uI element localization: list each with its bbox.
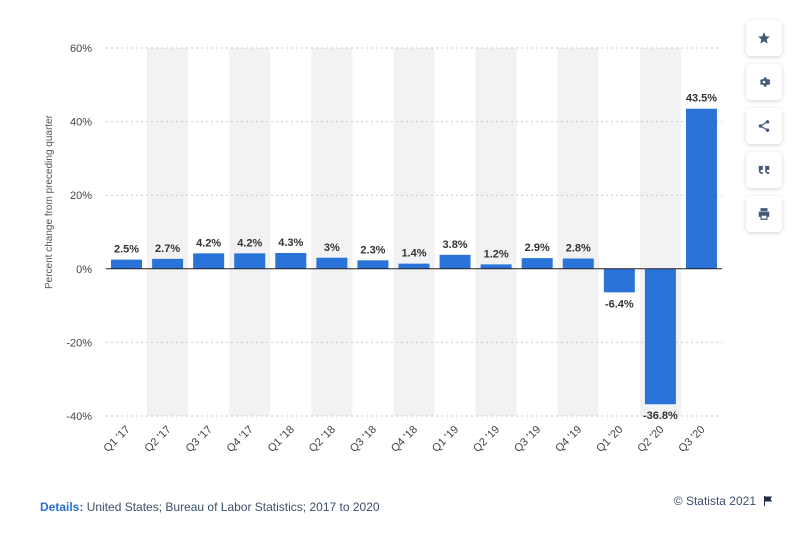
x-tick-label: Q3 '18 bbox=[348, 424, 379, 455]
column-band bbox=[557, 48, 599, 416]
flag-icon[interactable] bbox=[762, 495, 774, 507]
bar-data-label: 3.8% bbox=[443, 239, 468, 251]
x-tick-label: Q4 '18 bbox=[389, 424, 420, 455]
bar bbox=[398, 263, 430, 269]
bar-data-label: 2.7% bbox=[155, 243, 180, 255]
details-label: Details: bbox=[40, 500, 84, 514]
y-tick-label: 40% bbox=[70, 117, 92, 129]
bar bbox=[562, 258, 594, 269]
bar-data-label: 2.5% bbox=[114, 244, 139, 256]
bar bbox=[521, 258, 553, 269]
x-tick-label: Q3 '20 bbox=[676, 424, 707, 455]
x-tick-label: Q2 '18 bbox=[307, 424, 338, 455]
x-tick-label: Q4 '17 bbox=[225, 424, 256, 455]
favorite-button[interactable] bbox=[746, 20, 782, 56]
bar bbox=[193, 253, 225, 269]
bar bbox=[357, 260, 389, 269]
column-band bbox=[229, 48, 271, 416]
y-axis-title: Percent change from preceding quarter bbox=[44, 114, 55, 289]
bar-data-label: 4.2% bbox=[196, 237, 221, 249]
toolbar-sidebar bbox=[746, 20, 782, 232]
bar-data-label: -6.4% bbox=[605, 298, 634, 310]
bar bbox=[234, 253, 266, 269]
bar bbox=[152, 258, 184, 269]
share-icon bbox=[758, 120, 770, 132]
copyright: © Statista 2021 bbox=[674, 494, 774, 508]
bar-data-label: 43.5% bbox=[686, 93, 717, 105]
x-tick-label: Q3 '17 bbox=[184, 424, 215, 455]
y-tick-label: 0% bbox=[76, 264, 92, 276]
bar-data-label: 1.2% bbox=[484, 248, 509, 260]
x-tick-label: Q1 '20 bbox=[594, 424, 625, 455]
x-tick-label: Q3 '19 bbox=[512, 424, 543, 455]
x-tick-label: Q2 '19 bbox=[471, 424, 502, 455]
bar-data-label: -36.8% bbox=[643, 410, 678, 422]
copyright-text[interactable]: © Statista 2021 bbox=[673, 494, 756, 508]
column-band bbox=[393, 48, 435, 416]
x-tick-label: Q4 '19 bbox=[553, 424, 584, 455]
bar bbox=[111, 259, 143, 269]
print-icon bbox=[758, 208, 770, 220]
bar-data-label: 4.3% bbox=[278, 237, 303, 249]
star-icon bbox=[758, 32, 770, 44]
details-note: Details: United States; Bureau of Labor … bbox=[40, 500, 380, 514]
bar bbox=[644, 268, 676, 405]
bar bbox=[685, 108, 717, 269]
column-band bbox=[311, 48, 353, 416]
column-band bbox=[475, 48, 517, 416]
x-tick-label: Q1 '17 bbox=[101, 424, 132, 455]
bar-data-label: 2.9% bbox=[525, 242, 550, 254]
quote-icon bbox=[758, 165, 770, 175]
bar bbox=[275, 252, 307, 269]
x-tick-label: Q2 '17 bbox=[143, 424, 174, 455]
x-tick-label: Q2 '20 bbox=[635, 424, 666, 455]
bar bbox=[480, 264, 512, 269]
settings-button[interactable] bbox=[746, 64, 782, 100]
bar bbox=[316, 257, 348, 269]
x-tick-label: Q1 '19 bbox=[430, 424, 461, 455]
y-tick-label: 20% bbox=[70, 190, 92, 202]
y-tick-label: -20% bbox=[66, 337, 92, 349]
cite-button[interactable] bbox=[746, 152, 782, 188]
bar bbox=[603, 268, 635, 293]
bar-data-label: 1.4% bbox=[401, 248, 426, 260]
y-tick-label: 60% bbox=[70, 43, 92, 55]
bar-data-label: 2.8% bbox=[566, 242, 591, 254]
column-band bbox=[147, 48, 189, 416]
bar-data-label: 2.3% bbox=[360, 244, 385, 256]
bar-data-label: 3% bbox=[324, 242, 340, 254]
share-button[interactable] bbox=[746, 108, 782, 144]
gear-icon bbox=[759, 77, 771, 87]
bar-data-label: 4.2% bbox=[237, 237, 262, 249]
x-tick-label: Q1 '18 bbox=[266, 424, 297, 455]
print-button[interactable] bbox=[746, 196, 782, 232]
details-text: United States; Bureau of Labor Statistic… bbox=[83, 500, 380, 514]
y-tick-label: -40% bbox=[66, 411, 92, 423]
bar bbox=[439, 254, 471, 269]
